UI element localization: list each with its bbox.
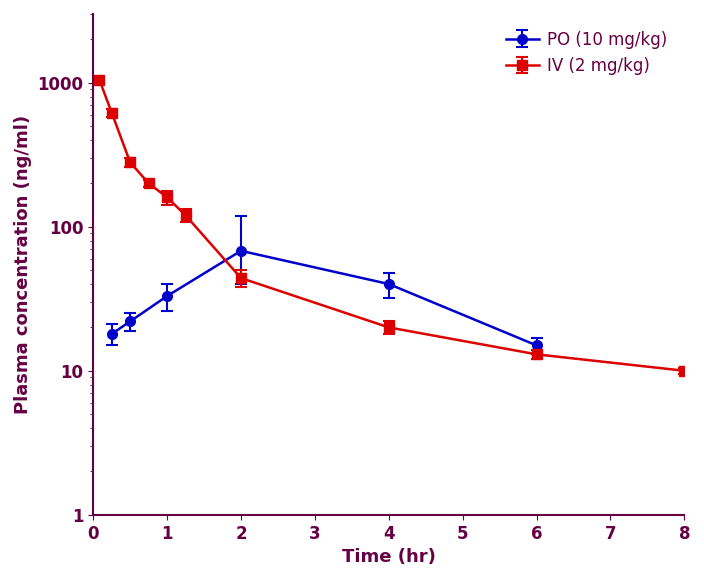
Y-axis label: Plasma concentration (ng/ml): Plasma concentration (ng/ml) bbox=[14, 115, 32, 414]
Legend: PO (10 mg/kg), IV (2 mg/kg): PO (10 mg/kg), IV (2 mg/kg) bbox=[498, 22, 676, 83]
X-axis label: Time (hr): Time (hr) bbox=[342, 548, 436, 566]
